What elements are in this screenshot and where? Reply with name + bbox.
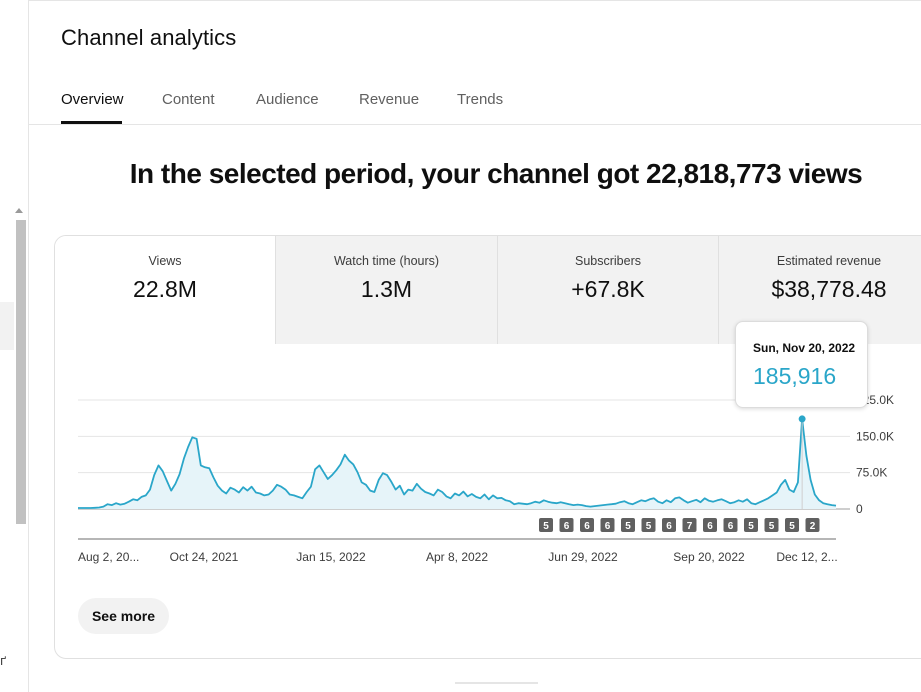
left-scroll-rail: ґ: [0, 0, 29, 692]
annotation-badge-label: 7: [687, 521, 693, 532]
page-title: Channel analytics: [61, 25, 237, 50]
annotation-badge-label: 6: [564, 521, 570, 532]
annotation-badge-label: 5: [769, 521, 775, 532]
rail-corner-icon: ґ: [0, 654, 7, 668]
metric-label: Watch time (hours): [333, 254, 440, 268]
annotation-badge-label: 5: [625, 521, 631, 532]
annotation-badge-label: 6: [605, 521, 611, 532]
annotation-badge[interactable]: [682, 518, 697, 532]
annotation-badge-label: 5: [789, 521, 795, 532]
tab-content[interactable]: Content: [162, 91, 215, 108]
highlight-point[interactable]: [798, 415, 806, 423]
metric-value: $38,778.48: [771, 276, 887, 302]
bottom-divider: [455, 682, 538, 684]
x-tick-label: Jan 15, 2022: [296, 550, 366, 564]
annotation-badge[interactable]: [805, 518, 820, 532]
annotation-badge[interactable]: [600, 518, 615, 532]
metric-label: Estimated revenue: [776, 254, 882, 268]
views-headline: In the selected period, your channel got…: [129, 158, 863, 189]
y-tick-label: 0: [856, 502, 863, 516]
annotation-badge[interactable]: [539, 518, 553, 532]
chart-tooltip: Sun, Nov 20, 2022 185,916: [735, 321, 868, 408]
annotation-badge[interactable]: [621, 518, 635, 532]
rail-block: [0, 302, 14, 350]
top-divider: [29, 0, 921, 1]
x-tick-label: Sep 20, 2022: [673, 550, 745, 564]
annotation-badge[interactable]: [559, 518, 574, 532]
x-tick-label: Oct 24, 2021: [170, 550, 239, 564]
annotation-badge[interactable]: [723, 518, 738, 532]
active-tab-indicator: [61, 121, 122, 124]
annotation-badge-label: 5: [748, 521, 754, 532]
annotation-badge-label: 6: [584, 521, 590, 532]
annotation-badge[interactable]: [785, 518, 799, 532]
annotation-badge[interactable]: [641, 518, 656, 532]
tab-trends[interactable]: Trends: [457, 91, 504, 108]
metric-watch-time[interactable]: Watch time (hours) 1.3M: [275, 236, 497, 344]
tab-bar: Overview Content Audience Revenue Trends: [29, 80, 921, 125]
annotation-badge-label: 5: [543, 521, 549, 532]
tab-overview[interactable]: Overview: [61, 91, 124, 108]
tooltip-value: 185,916: [753, 363, 837, 389]
scrollbar-thumb[interactable]: [16, 220, 26, 524]
x-tick-label: Dec 12, 2...: [776, 550, 837, 564]
y-tick-label: 150.0K: [856, 429, 894, 443]
annotation-badge-label: 6: [707, 521, 713, 532]
metric-value: 1.3M: [360, 276, 413, 302]
annotation-badge-label: 6: [728, 521, 734, 532]
metric-label: Subscribers: [575, 254, 641, 268]
tooltip-date: Sun, Nov 20, 2022: [753, 341, 856, 355]
metric-value: +67.8K: [571, 276, 645, 302]
x-tick-label: Aug 2, 20...: [78, 550, 139, 564]
scroll-up-arrow-icon[interactable]: [15, 208, 23, 213]
annotation-badge[interactable]: [662, 518, 676, 532]
x-tick-label: Jun 29, 2022: [548, 550, 618, 564]
tab-audience[interactable]: Audience: [256, 91, 319, 108]
annotation-badge[interactable]: [744, 518, 758, 532]
metric-value: 22.8M: [133, 276, 197, 302]
annotation-badge-label: 6: [666, 521, 672, 532]
x-tick-label: Apr 8, 2022: [426, 550, 488, 564]
metric-subscribers[interactable]: Subscribers +67.8K: [497, 236, 718, 344]
annotation-badge-label: 5: [646, 521, 652, 532]
views-area-fill: [78, 418, 836, 509]
annotation-badge-label: 2: [810, 521, 816, 532]
annotation-badge[interactable]: [764, 518, 779, 532]
metric-views[interactable]: Views 22.8M: [55, 236, 275, 344]
metric-label: Views: [148, 254, 182, 268]
annotation-badge[interactable]: [580, 518, 594, 532]
y-tick-label: 75.0K: [856, 466, 887, 480]
views-series-line: [78, 417, 837, 509]
tab-revenue[interactable]: Revenue: [359, 91, 420, 108]
annotation-badge[interactable]: [703, 518, 717, 532]
see-more-button[interactable]: See more: [78, 598, 169, 634]
